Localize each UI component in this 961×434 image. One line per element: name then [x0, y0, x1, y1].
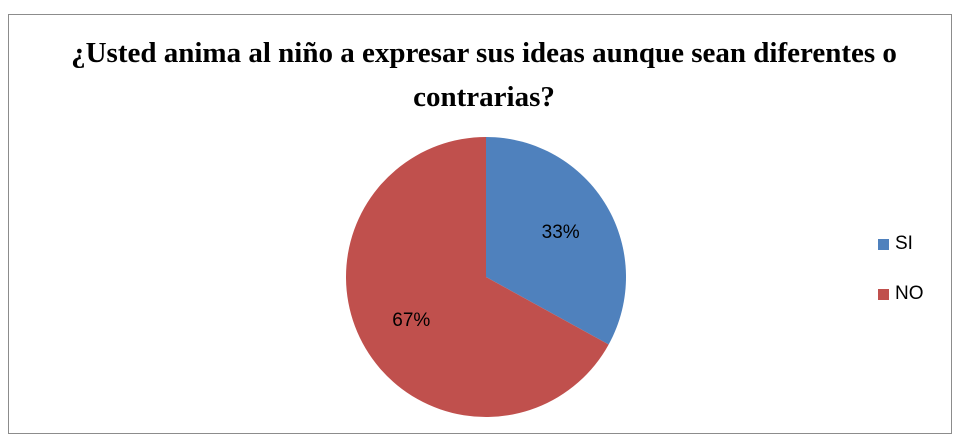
legend-swatch-si: [878, 238, 889, 250]
pie-slices: [346, 137, 626, 418]
legend-item-no: NO: [878, 280, 924, 308]
data-label-si: 33%: [542, 222, 580, 243]
chart-legend: SI NO: [878, 230, 924, 330]
pie-slice-no: [346, 137, 609, 418]
legend-label-si: SI: [895, 233, 913, 254]
pie-slice-si: [486, 137, 626, 345]
legend-label-no: NO: [895, 283, 924, 304]
pie-data-labels: 33% 67%: [392, 222, 580, 331]
legend-item-si: SI: [878, 230, 924, 258]
legend-swatch-no: [878, 288, 889, 300]
chart-title: ¿Usted anima al niño a expresar sus idea…: [71, 37, 897, 113]
data-label-no: 67%: [392, 310, 430, 331]
